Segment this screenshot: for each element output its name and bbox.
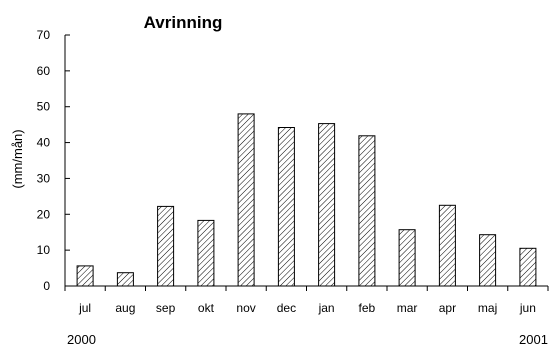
y-tick-label: 20 <box>37 207 51 221</box>
start-year-label: 2000 <box>67 332 96 347</box>
y-tick-label: 50 <box>37 100 51 114</box>
x-tick-label: aug <box>115 301 135 315</box>
x-tick-label: feb <box>359 301 376 315</box>
bar-jun <box>519 247 537 287</box>
y-tick-label: 60 <box>37 64 51 78</box>
bar-aug <box>116 272 134 287</box>
bar-mar <box>398 229 416 287</box>
bar-sep <box>157 205 175 287</box>
x-tick-label: mar <box>397 301 418 315</box>
bar-feb <box>358 135 376 287</box>
y-tick-label: 30 <box>37 171 51 185</box>
x-tick-label: nov <box>236 301 255 315</box>
x-tick-label: okt <box>198 301 215 315</box>
x-tick-label: maj <box>478 301 497 315</box>
x-tick-label: jul <box>78 301 91 315</box>
bar-nov <box>237 113 255 287</box>
bar-apr <box>438 204 456 287</box>
x-tick-label: jan <box>318 301 335 315</box>
x-tick-label: apr <box>439 301 456 315</box>
x-tick-label: sep <box>156 301 176 315</box>
y-tick-label: 40 <box>37 136 51 150</box>
x-tick-label: jun <box>519 301 536 315</box>
y-tick-label: 70 <box>37 28 51 42</box>
bar-okt <box>197 219 215 287</box>
x-tick-label: dec <box>277 301 296 315</box>
bar-maj <box>479 234 497 287</box>
bar-jan <box>318 123 336 287</box>
y-axis-label: (mm/mån) <box>10 129 25 188</box>
bar-dec <box>277 127 295 287</box>
y-tick-label: 10 <box>37 243 51 257</box>
bar-jul <box>76 265 94 287</box>
chart-title: Avrinning <box>144 13 223 32</box>
end-year-label: 2001 <box>519 332 548 347</box>
y-tick-label: 0 <box>43 279 50 293</box>
